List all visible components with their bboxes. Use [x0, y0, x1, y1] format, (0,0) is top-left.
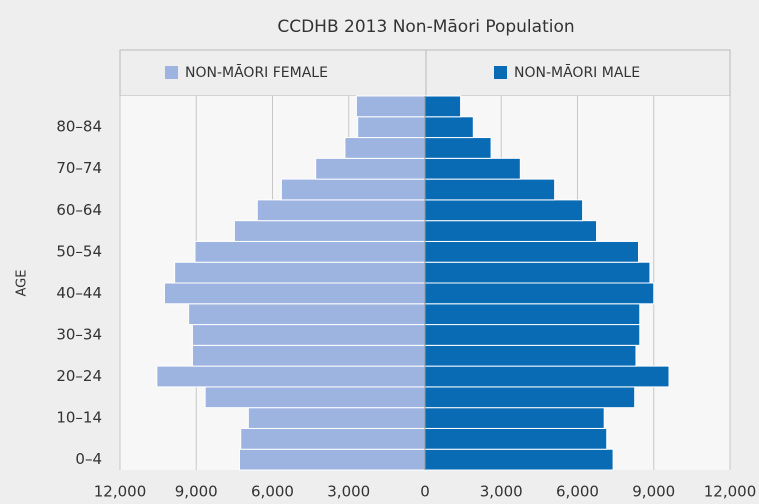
- x-tick-label: 9,000: [632, 483, 675, 501]
- bar: [424, 157, 521, 180]
- bar: [238, 448, 426, 471]
- y-tick-label: 80–84: [56, 118, 102, 136]
- x-tick-label: 3,000: [327, 483, 370, 501]
- y-tick-label: 60–64: [56, 201, 102, 219]
- legend-swatch: [165, 66, 178, 79]
- bar: [156, 365, 426, 388]
- bar: [163, 282, 426, 305]
- x-tick-label: 12,000: [704, 483, 757, 501]
- bar: [424, 95, 462, 118]
- y-axis-label: AGE: [15, 270, 30, 297]
- bar: [424, 220, 598, 242]
- bar: [424, 199, 584, 222]
- bar: [355, 95, 426, 118]
- x-tick-label: 12,000: [94, 483, 147, 501]
- x-tick-label: 6,000: [251, 483, 294, 501]
- bar: [424, 261, 651, 284]
- bar: [247, 407, 426, 429]
- y-tick-label: 70–74: [56, 159, 102, 177]
- bar: [424, 282, 655, 305]
- bar: [424, 137, 492, 159]
- y-tick-label: 10–14: [56, 409, 102, 427]
- bar: [357, 116, 426, 139]
- bar: [191, 324, 426, 346]
- bar: [188, 303, 426, 326]
- legend-swatch: [494, 66, 507, 79]
- bar: [424, 365, 670, 388]
- bar: [256, 199, 426, 222]
- chart-title: CCDHB 2013 Non-Māori Population: [277, 17, 574, 37]
- bar: [424, 344, 637, 367]
- bar: [240, 427, 426, 450]
- y-tick-label: 0–4: [75, 450, 102, 468]
- bar: [424, 303, 641, 326]
- legend-label: NON-MĀORI MALE: [514, 64, 640, 81]
- bar: [424, 427, 608, 450]
- bar: [424, 386, 636, 409]
- x-tick-label: 0: [420, 483, 430, 501]
- bar: [344, 137, 426, 159]
- bar: [191, 344, 426, 367]
- x-tick-label: 6,000: [556, 483, 599, 501]
- y-tick-label: 40–44: [56, 284, 102, 302]
- y-tick-label: 50–54: [56, 242, 102, 260]
- bar: [424, 178, 556, 201]
- bar: [424, 116, 474, 139]
- y-tick-label: 30–34: [56, 325, 102, 343]
- bar: [424, 324, 641, 346]
- bar: [174, 261, 426, 284]
- bar: [424, 240, 639, 263]
- x-tick-label: 9,000: [175, 483, 218, 501]
- bar: [424, 407, 605, 429]
- bar: [233, 220, 426, 242]
- bar: [280, 178, 426, 201]
- bar: [204, 386, 426, 409]
- y-tick-label: 20–24: [56, 367, 102, 385]
- bar: [424, 448, 614, 471]
- legend-label: NON-MĀORI FEMALE: [185, 64, 328, 81]
- x-tick-label: 3,000: [480, 483, 523, 501]
- bar: [315, 157, 426, 180]
- bar: [194, 240, 426, 263]
